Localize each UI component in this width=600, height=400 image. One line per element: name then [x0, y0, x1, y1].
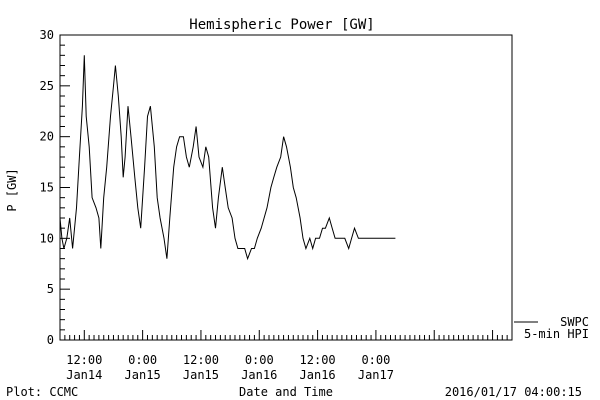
plot-timestamp: 2016/01/17 04:00:15 [445, 385, 582, 399]
y-tick-label: 10 [40, 231, 54, 245]
x-tick-label-date: Jan14 [66, 368, 102, 382]
legend-label-line2: 5-min HPI [524, 327, 589, 341]
x-tick-label-date: Jan15 [183, 368, 219, 382]
y-tick-label: 15 [40, 181, 54, 195]
x-tick-label-time: 12:00 [183, 353, 219, 367]
plot-credit: Plot: CCMC [6, 385, 78, 399]
x-tick-label-time: 0:00 [245, 353, 274, 367]
y-axis-label: P [GW] [5, 168, 19, 211]
y-tick-label: 25 [40, 79, 54, 93]
x-tick-label-date: Jan16 [241, 368, 277, 382]
y-tick-label: 30 [40, 28, 54, 42]
legend-label-line1: SWPC [560, 315, 589, 329]
plot-area [59, 34, 513, 341]
y-axis: 0 5 10 15 20 25 30 [40, 28, 70, 347]
x-axis: 12:00Jan140:00Jan1512:00Jan150:00Jan1612… [59, 330, 513, 382]
x-axis-label: Date and Time [239, 385, 333, 399]
x-tick-label-date: Jan16 [300, 368, 336, 382]
x-tick-label-time: 0:00 [361, 353, 390, 367]
y-tick-label: 5 [47, 282, 54, 296]
series-line-hpi [59, 55, 396, 261]
y-tick-label: 20 [40, 130, 54, 144]
legend: SWPC 5-min HPI [514, 315, 589, 341]
x-tick-label-date: Jan15 [125, 368, 161, 382]
x-tick-label-date: Jan17 [358, 368, 394, 382]
chart-title: Hemispheric Power [GW] [189, 17, 374, 33]
plot-frame [59, 34, 513, 341]
x-tick-label-time: 12:00 [300, 353, 336, 367]
x-tick-label-time: 0:00 [128, 353, 157, 367]
x-tick-label-time: 12:00 [66, 353, 102, 367]
y-tick-label: 0 [47, 333, 54, 347]
